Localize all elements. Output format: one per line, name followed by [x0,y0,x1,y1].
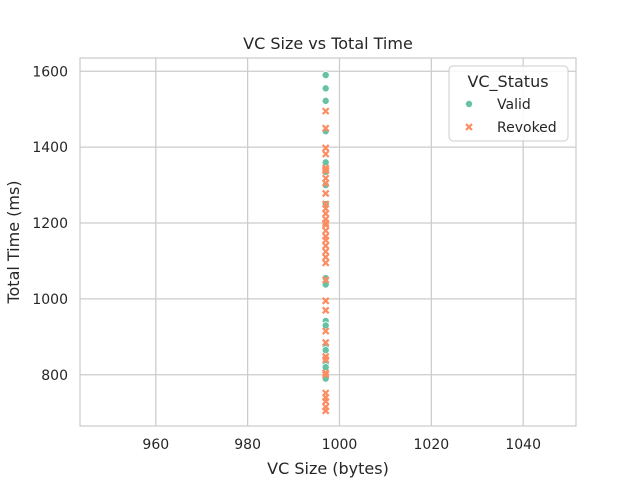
point-revoked [321,407,330,415]
legend-title: VC_Status [467,72,548,92]
legend-label: Valid [497,97,531,113]
x-tick-label: 980 [234,437,261,453]
point-revoked [321,259,330,267]
point-revoked [321,371,330,379]
x-axis-label: VC Size (bytes) [267,459,389,478]
legend-item-revoked: Revoked [465,120,557,136]
point-revoked [321,179,330,187]
legend-items: Valid Revoked [464,97,557,136]
legend: VC_Status Valid Revoked [448,65,569,142]
point-revoked [321,338,330,347]
point-valid [321,84,330,93]
point-revoked [321,236,330,244]
chart-title: VC Size vs Total Time [243,34,413,53]
series-revoked [321,107,330,415]
point-valid [321,363,330,372]
point-valid [321,321,330,330]
y-tick-label: 1200 [32,216,68,232]
point-revoked [321,166,330,174]
point-revoked [321,297,330,305]
point-revoked [321,226,330,235]
point-valid [321,96,330,105]
x-tick-label: 1020 [414,437,450,453]
x-tick-label: 1040 [505,437,541,453]
point-valid [321,71,330,80]
point-revoked [321,242,330,250]
y-tick-label: 1400 [32,140,68,156]
legend-item-valid: Valid [464,97,531,113]
point-revoked [321,221,330,229]
x-tick-label: 1000 [322,437,358,453]
point-valid [321,181,330,190]
point-revoked [321,355,330,364]
y-tick-label: 1000 [32,292,68,308]
point-valid [321,158,330,167]
point-revoked [321,144,330,152]
point-revoked [321,369,330,377]
y-axis-label: Total Time (ms) [4,180,23,304]
point-revoked [321,219,330,227]
point-revoked [321,209,330,218]
legend-marker-revoked [465,123,473,131]
legend-box [448,65,569,142]
x-tick-label: 960 [142,437,169,453]
point-revoked [321,107,330,115]
point-revoked [321,124,330,132]
y-tick-label: 1600 [32,64,68,80]
point-revoked [321,397,330,406]
tick-labels: 960 980 1000 1020 1040 800 1000 1200 1400 1600 [32,64,541,453]
data-points [321,71,330,415]
point-valid [321,346,330,355]
point-revoked [321,306,330,315]
point-revoked [321,189,330,198]
point-revoked [321,253,330,261]
point-revoked [321,276,330,284]
legend-label: Revoked [497,120,557,136]
y-tick-label: 800 [41,368,68,384]
point-revoked [321,247,330,256]
legend-marker-valid [464,100,473,109]
point-revoked [321,150,330,158]
plot-frame [79,57,577,427]
point-revoked [321,327,330,335]
